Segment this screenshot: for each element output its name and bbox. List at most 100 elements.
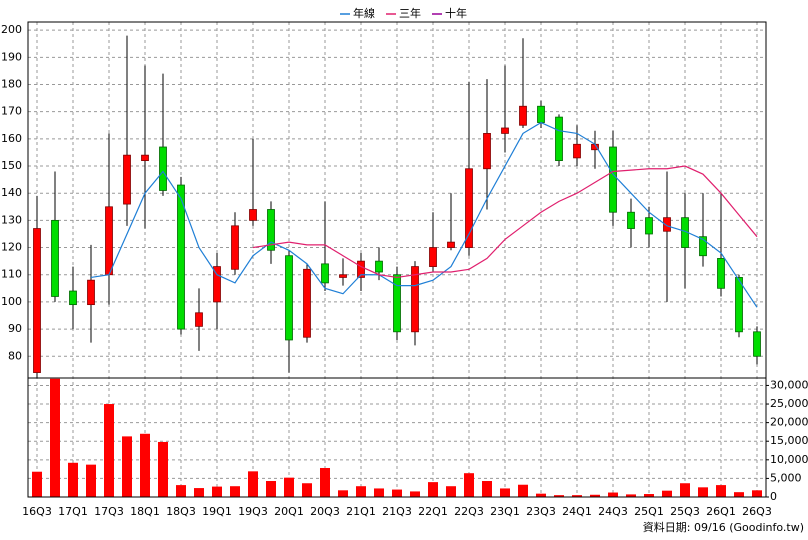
series-line xyxy=(90,121,758,308)
legend-label: 十年 xyxy=(445,6,467,20)
candle-body xyxy=(87,279,95,306)
volume-bar xyxy=(158,441,168,497)
x-tick-label: 26Q1 xyxy=(706,505,736,518)
volume-bar xyxy=(482,481,492,497)
volume-bar xyxy=(194,488,204,497)
x-tick-label: 19Q1 xyxy=(202,505,232,518)
candle-body xyxy=(537,105,545,123)
y2-tick-label: 15,000 xyxy=(770,434,808,447)
x-tick-label: 25Q3 xyxy=(670,505,700,518)
candle-body xyxy=(447,241,455,248)
y-tick-label: 200 xyxy=(1,23,22,36)
volume-bar xyxy=(500,488,510,497)
candle-body xyxy=(141,154,149,161)
x-tick-label: 23Q3 xyxy=(526,505,556,518)
y-tick-label: 170 xyxy=(1,105,22,118)
labels: 80 90 100 110 120 130 140 150 160 170 180 190 200 0 5,… xyxy=(1,6,808,518)
candle-body xyxy=(411,266,419,333)
volume-bar xyxy=(572,495,582,497)
volume-bar xyxy=(608,492,618,497)
candle-body xyxy=(465,168,473,248)
volume-bar xyxy=(104,404,114,497)
x-tick-label: 22Q1 xyxy=(418,505,448,518)
x-tick-label: 26Q3 xyxy=(742,505,772,518)
y-tick-label: 190 xyxy=(1,50,22,63)
y2-tick-label: 30,000 xyxy=(770,378,808,391)
y-tick-label: 100 xyxy=(1,295,22,308)
volume-bar xyxy=(464,473,474,497)
marks xyxy=(32,35,762,497)
volume-bar xyxy=(518,484,528,497)
candle-body xyxy=(123,154,131,205)
volume-bar xyxy=(320,467,330,497)
volume-bar xyxy=(302,483,312,497)
candle-body xyxy=(339,274,347,278)
y-tick-label: 90 xyxy=(8,322,22,335)
candle-body xyxy=(645,217,653,235)
volume-bar xyxy=(68,462,78,497)
candle-body xyxy=(699,236,707,257)
candle-body xyxy=(213,266,221,303)
x-tick-label: 17Q1 xyxy=(58,505,88,518)
footnote: 資料日期: 09/16 (Goodinfo.tw) xyxy=(643,520,804,534)
volume-bar xyxy=(338,490,348,497)
volume-bar xyxy=(644,494,654,497)
series-line xyxy=(252,165,758,279)
y2-tick-label: 25,000 xyxy=(770,397,808,410)
volume-bar xyxy=(212,486,222,497)
candle-body xyxy=(609,146,617,213)
x-tick-label: 21Q1 xyxy=(346,505,376,518)
candle-body xyxy=(555,116,563,161)
x-tick-label: 17Q3 xyxy=(94,505,124,518)
candle-body xyxy=(717,258,725,289)
volume-bar xyxy=(680,483,690,497)
candle-body xyxy=(267,209,275,251)
y-tick-label: 130 xyxy=(1,213,22,226)
candle-body xyxy=(51,219,59,297)
candle-body xyxy=(231,225,239,270)
candle-body xyxy=(663,217,671,232)
candle-body xyxy=(33,228,41,373)
volume-bar xyxy=(698,487,708,497)
candle-body xyxy=(177,184,185,330)
x-tick-label: 20Q3 xyxy=(310,505,340,518)
x-tick-label: 23Q1 xyxy=(490,505,520,518)
volume-bar xyxy=(428,482,438,497)
candle-body xyxy=(285,255,293,341)
volume-bar xyxy=(626,494,636,497)
y-tick-label: 150 xyxy=(1,159,22,172)
x-tick-label: 25Q1 xyxy=(634,505,664,518)
candle-body xyxy=(735,277,743,333)
candle-body xyxy=(105,206,113,276)
volume-bar xyxy=(140,433,150,497)
x-tick-label: 24Q3 xyxy=(598,505,628,518)
volume-bar xyxy=(446,486,456,497)
volume-bar xyxy=(32,471,42,497)
volume-bar xyxy=(122,436,132,497)
x-tick-label: 24Q1 xyxy=(562,505,592,518)
candle-body xyxy=(357,260,365,278)
y2-tick-label: 20,000 xyxy=(770,416,808,429)
legend-label: 三年 xyxy=(399,6,421,20)
volume-bar xyxy=(284,477,294,497)
x-tick-label: 20Q1 xyxy=(274,505,304,518)
volume-bar xyxy=(716,485,726,497)
x-tick-label: 16Q3 xyxy=(22,505,52,518)
volume-bar xyxy=(752,490,762,497)
y-tick-label: 80 xyxy=(8,349,22,362)
plot-border xyxy=(27,21,767,498)
candle-body xyxy=(321,263,329,284)
y2-tick-label: 0 xyxy=(770,490,777,503)
candle-body xyxy=(375,260,383,273)
y-tick-label: 140 xyxy=(1,186,22,199)
volume-bar xyxy=(392,489,402,497)
candle-body xyxy=(393,274,401,333)
volume-bar xyxy=(248,471,258,497)
volume-bar xyxy=(554,495,564,497)
volume-bar xyxy=(176,485,186,497)
volume-bar xyxy=(536,493,546,497)
volume-bar xyxy=(266,481,276,497)
candle-body xyxy=(519,105,527,126)
candle-body xyxy=(195,312,203,327)
